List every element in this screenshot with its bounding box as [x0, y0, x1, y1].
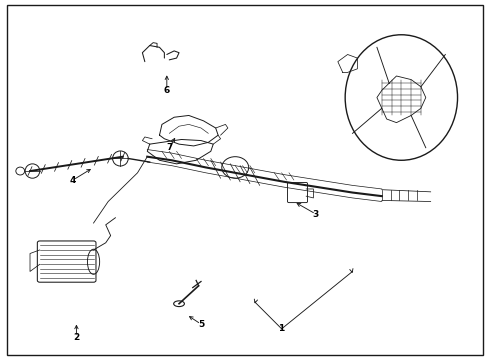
Text: 3: 3: [313, 210, 319, 219]
Text: 4: 4: [70, 176, 76, 185]
Text: 5: 5: [198, 320, 204, 329]
Text: 2: 2: [74, 333, 79, 342]
Text: 7: 7: [166, 143, 172, 152]
Text: 1: 1: [278, 324, 285, 333]
Text: 6: 6: [164, 86, 170, 95]
